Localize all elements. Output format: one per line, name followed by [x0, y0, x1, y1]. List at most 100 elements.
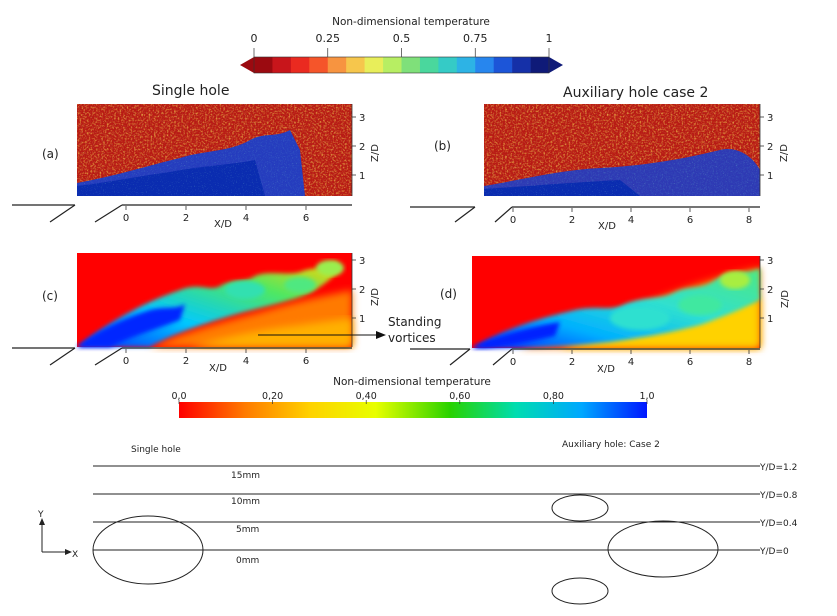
panel-c-x-tick-label: 4	[243, 356, 249, 367]
bottom-colorbar-tick-label: 0,60	[449, 391, 470, 402]
panel-c-x-axis: 0 2 4 6	[123, 349, 309, 367]
top-colorbar-cell	[530, 57, 550, 73]
panel-a-z-tick-label: 3	[359, 113, 365, 124]
top-colorbar-high-arrow	[549, 57, 563, 73]
panel-a-x-tick-label: 0	[123, 213, 129, 224]
panel-c-z-tick-label: 1	[359, 314, 365, 325]
panel-b-z-label: Z/D	[779, 144, 790, 162]
panel-a-x-label: X/D	[214, 219, 232, 230]
panel-c-x-label: X/D	[209, 363, 227, 374]
panel-a-x-axis: 0 2 4 6	[123, 206, 309, 224]
panel-d-z-axis: 1 2 3	[760, 256, 773, 325]
top-colorbar-tick-label: 0.5	[393, 32, 411, 45]
panel-c-z-tick-label: 2	[359, 285, 365, 296]
panel-a-x-tick-label: 4	[243, 213, 249, 224]
bottom-colorbar-title: Non-dimensional temperature	[333, 376, 491, 388]
yd-label-0-4: Y/D=0.4	[759, 519, 798, 529]
panel-b-x-tick-label: 4	[628, 215, 634, 226]
single-hole-ellipse	[92, 515, 204, 585]
top-colorbar-cell	[346, 57, 365, 73]
top-colorbar-cell	[475, 57, 494, 73]
top-colorbar-tick-label: 0.25	[316, 32, 341, 45]
bottom-colorbar: Non-dimensional temperature 0,0 0,20 0,40 0…	[171, 376, 655, 418]
panel-b-x-tick-label: 2	[569, 215, 575, 226]
top-colorbar-tick-label: 0	[251, 32, 258, 45]
mm-label-0: 0mm	[236, 556, 259, 566]
standing-vortices-arrowhead	[376, 331, 386, 339]
top-colorbar-cells	[254, 57, 550, 73]
standing-vortices-label-1: Standing	[388, 315, 441, 329]
panel-d-z-tick-label: 1	[767, 314, 773, 325]
panel-d-z-label: Z/D	[780, 290, 791, 308]
axis-y-label: Y	[37, 510, 44, 520]
panel-c: (c) 0 2 4 6 X/D 1 2 3 Z/D Standing vortices	[12, 253, 441, 374]
mm-label-10: 10mm	[231, 497, 260, 507]
panel-a-z-axis: 1 2 3	[352, 113, 365, 182]
panel-c-x-tick-label: 2	[183, 356, 189, 367]
top-colorbar-ticks: 0 0.25 0.5 0.75 1	[251, 32, 553, 57]
top-colorbar-tick-label: 1	[546, 32, 553, 45]
panel-b-z-tick-label: 2	[767, 142, 773, 153]
panel-b-z-tick-label: 1	[767, 171, 773, 182]
top-colorbar-cell	[419, 57, 439, 73]
panel-d-z-tick-label: 3	[767, 256, 773, 267]
bottom-colorbar-tick-label: 1,0	[639, 391, 654, 402]
panel-c-field	[77, 253, 352, 347]
panel-c-x-tick-label: 0	[123, 356, 129, 367]
panel-b-field	[484, 104, 760, 196]
top-colorbar-cell	[456, 57, 476, 73]
panel-b-title: Auxiliary hole case 2	[563, 85, 708, 101]
standing-vortices-label-2: vortices	[388, 331, 436, 345]
panel-b-z-tick-label: 3	[767, 113, 773, 124]
top-colorbar-cell	[272, 57, 292, 73]
axis-x-label: X	[72, 550, 78, 560]
yd-label-1-2: Y/D=1.2	[759, 463, 797, 473]
yd-label-0: Y/D=0	[759, 547, 789, 557]
bottom-colorbar-gradient	[179, 402, 647, 418]
panel-d: (d) 0 2 4 6 8 X/D 1 2 3 Z/D	[410, 256, 791, 375]
bottom-colorbar-tick-label: 0,20	[262, 391, 283, 402]
top-colorbar-cell	[401, 57, 421, 73]
panel-a-z-tick-label: 1	[359, 171, 365, 182]
panel-b-x-tick-label: 8	[746, 215, 752, 226]
panel-a-z-label: Z/D	[370, 144, 381, 162]
panel-a-z-tick-label: 2	[359, 142, 365, 153]
panel-c-z-label: Z/D	[370, 288, 381, 306]
panel-d-x-tick-label: 2	[569, 357, 575, 368]
main-hole-ellipse	[607, 520, 719, 578]
panel-d-label: (d)	[440, 287, 457, 301]
panel-d-x-tick-label: 6	[687, 357, 693, 368]
top-colorbar-cell	[438, 57, 458, 73]
panel-a-x-tick-label: 2	[183, 213, 189, 224]
panel-d-x-tick-label: 4	[628, 357, 634, 368]
panel-c-x-tick-label: 6	[303, 356, 309, 367]
panel-d-x-tick-label: 0	[510, 357, 516, 368]
bottom-colorbar-tick-label: 0,40	[356, 391, 377, 402]
panel-d-field	[472, 256, 760, 348]
mm-label-15: 15mm	[231, 471, 260, 481]
panel-c-z-tick-label: 3	[359, 256, 365, 267]
mm-label-5: 5mm	[236, 525, 259, 535]
bottom-colorbar-tick-label: 0,80	[543, 391, 564, 402]
top-colorbar-tick-label: 0.75	[463, 32, 488, 45]
panel-d-x-axis: 0 2 4 6 8	[510, 350, 752, 368]
panel-d-x-label: X/D	[597, 364, 615, 375]
panel-b-x-label: X/D	[598, 221, 616, 232]
top-colorbar-cell	[290, 57, 310, 73]
panel-a-title: Single hole	[152, 83, 229, 99]
top-colorbar-cell	[493, 57, 513, 73]
panel-b-x-tick-label: 0	[510, 215, 516, 226]
panel-a: Single hole (a) 0 2 4 6 X/D 1 2 3 Z/D	[12, 83, 381, 230]
bottom-colorbar-tick-label: 0,0	[171, 391, 186, 402]
schematic-left-title: Single hole	[131, 445, 181, 455]
top-colorbar-cell	[383, 57, 402, 73]
upper-auxiliary-hole-ellipse	[551, 494, 609, 522]
bottom-colorbar-ticks: 0,0 0,20 0,40 0,60 0,80 1,0	[171, 391, 655, 404]
panel-a-field	[77, 104, 352, 196]
top-colorbar-title: Non-dimensional temperature	[332, 16, 490, 28]
panel-b-x-axis: 0 2 4 6 8	[510, 208, 752, 226]
panel-a-label: (a)	[42, 147, 59, 161]
panel-a-x-tick-label: 6	[303, 213, 309, 224]
top-colorbar-cell	[364, 57, 384, 73]
